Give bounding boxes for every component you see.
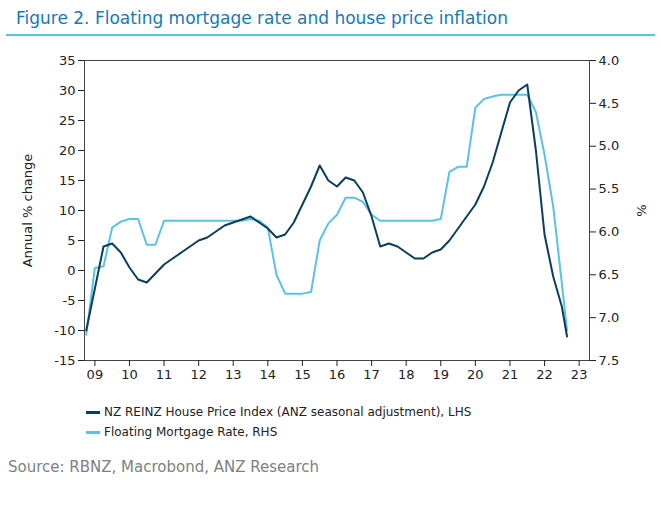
svg-text:4.5: 4.5	[599, 96, 620, 111]
svg-text:15: 15	[59, 173, 76, 188]
svg-text:4.0: 4.0	[599, 53, 620, 68]
svg-text:30: 30	[59, 83, 76, 98]
svg-text:5: 5	[67, 233, 75, 248]
svg-text:5.5: 5.5	[599, 181, 620, 196]
svg-text:Annual % change: Annual % change	[20, 154, 35, 268]
svg-text:20: 20	[467, 367, 484, 382]
html-text:NZ REINZ House Price Index (AN: NZ REINZ House Price Index (ANZ seasonal…	[104, 405, 472, 419]
svg-text:13: 13	[225, 367, 242, 382]
html-text:Figure 2. Floating mortgage ra: Figure 2. Floating mortgage rate and hou…	[16, 8, 508, 28]
svg-text:10: 10	[121, 367, 138, 382]
svg-text:15: 15	[294, 367, 311, 382]
svg-text:0: 0	[67, 263, 75, 278]
svg-text:25: 25	[59, 113, 76, 128]
svg-text:7.5: 7.5	[599, 353, 620, 368]
svg-text:09: 09	[87, 367, 104, 382]
svg-text:-10: -10	[54, 323, 75, 338]
svg-text:6.0: 6.0	[599, 224, 620, 239]
svg-text:20: 20	[59, 143, 76, 158]
svg-text:11: 11	[156, 367, 173, 382]
html-text:Source: RBNZ, Macrobond, ANZ R: Source: RBNZ, Macrobond, ANZ Research	[8, 458, 320, 476]
svg-text:%: %	[634, 204, 649, 216]
svg-text:23: 23	[571, 367, 588, 382]
html-text:Floating Mortgage Rate, RHS: Floating Mortgage Rate, RHS	[104, 425, 278, 439]
svg-text:-15: -15	[54, 353, 75, 368]
svg-text:5.0: 5.0	[599, 138, 620, 153]
svg-text:18: 18	[398, 367, 415, 382]
svg-text:-5: -5	[63, 293, 76, 308]
svg-text:14: 14	[260, 367, 277, 382]
svg-text:12: 12	[190, 367, 207, 382]
svg-text:21: 21	[502, 367, 519, 382]
svg-text:22: 22	[536, 367, 553, 382]
svg-text:19: 19	[432, 367, 449, 382]
svg-text:10: 10	[59, 203, 76, 218]
svg-text:7.0: 7.0	[599, 310, 620, 325]
svg-text:16: 16	[329, 367, 346, 382]
svg-text:17: 17	[363, 367, 380, 382]
svg-text:6.5: 6.5	[599, 267, 620, 282]
svg-text:35: 35	[59, 53, 76, 68]
